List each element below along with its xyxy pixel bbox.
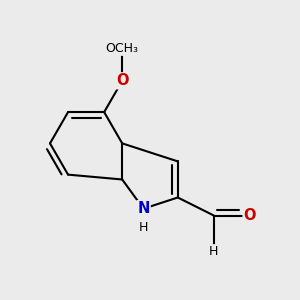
Text: O: O [244,208,256,223]
Text: H: H [139,221,148,234]
Text: N: N [137,201,150,216]
Text: OCH₃: OCH₃ [106,42,139,55]
Text: H: H [209,245,219,258]
Text: O: O [116,73,128,88]
